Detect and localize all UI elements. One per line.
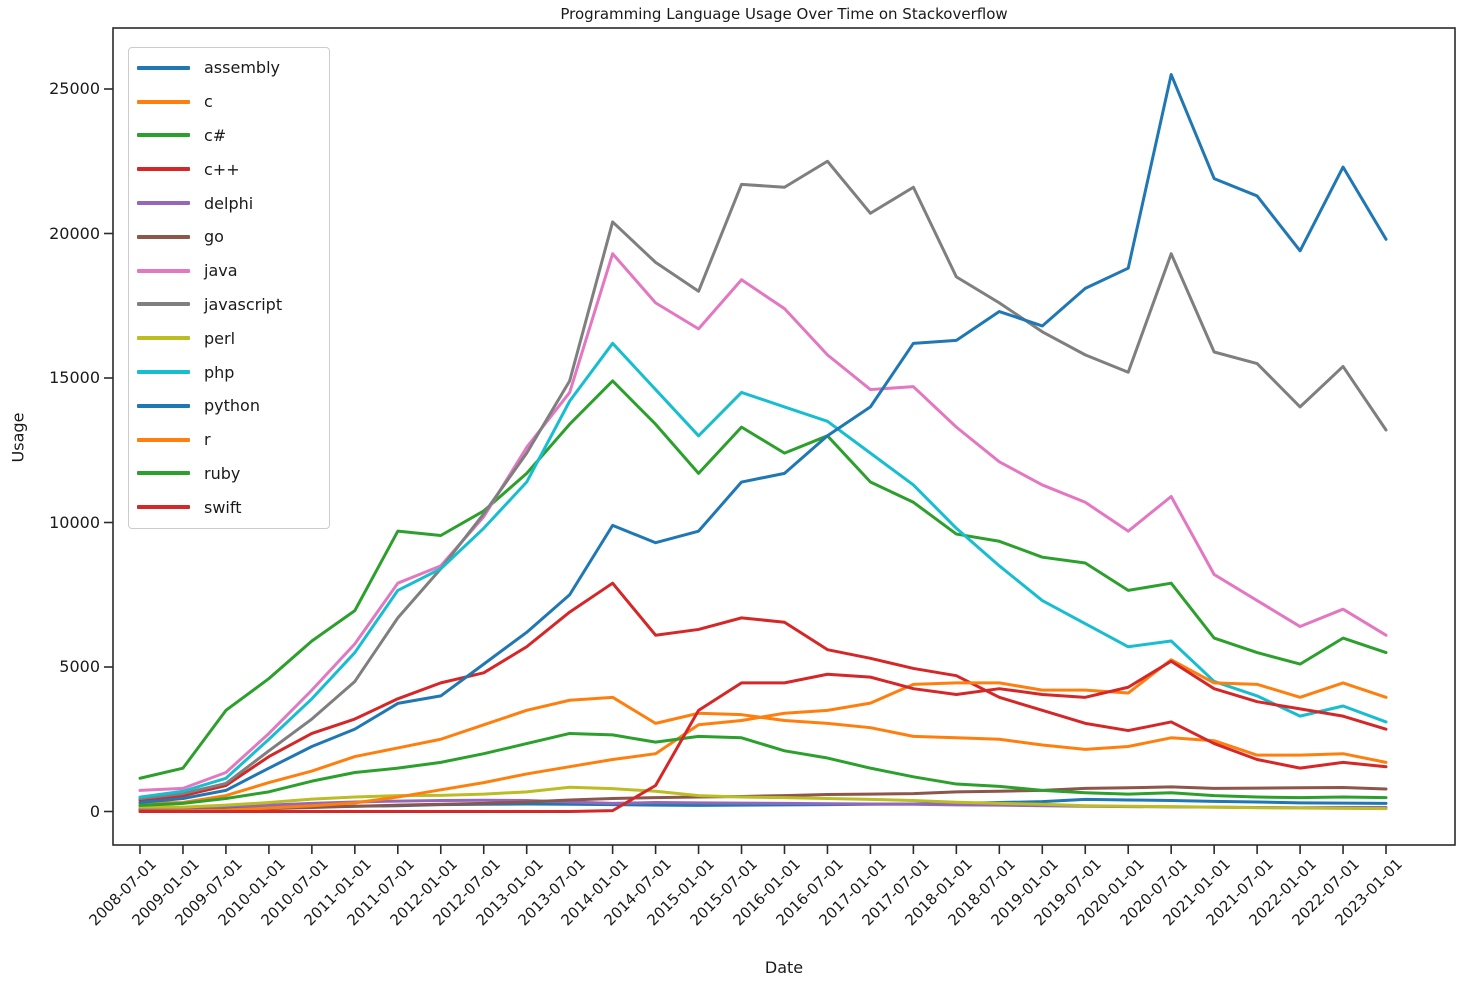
y-tick-label: 20000 [49,223,100,243]
legend-item-ruby: ruby [129,457,329,491]
legend: assembly c c# c++ delphi go java javascript perl… [128,47,330,529]
legend-swatch-icon [137,268,190,273]
y-tick-label: 25000 [49,79,100,98]
y-axis-label: Usage [8,412,28,463]
legend-item-java: java [129,254,329,288]
series-line-swift [138,659,1388,813]
legend-item-python: python [129,389,329,423]
legend-item-c: c [129,85,329,119]
legend-swatch-icon [137,505,190,510]
legend-swatch-icon [137,302,190,307]
legend-swatch-icon [137,167,190,172]
legend-swatch-icon [137,437,190,442]
legend-label: c++ [204,159,240,179]
legend-item-perl: perl [129,321,329,355]
legend-item-delphi: delphi [129,186,329,220]
legend-item-go: go [129,220,329,254]
legend-swatch-icon [137,370,190,375]
legend-item-javascript: javascript [129,288,329,322]
legend-label: c [204,92,213,112]
legend-label: delphi [204,193,254,213]
series-line-java [138,252,1388,792]
series-line-c++ [138,581,1388,802]
legend-label: ruby [204,463,241,483]
y-tick-label: 15000 [49,368,100,387]
x-axis-label: Date [764,958,804,977]
legend-swatch-icon [137,234,190,239]
legend-item-c++: c++ [129,152,329,186]
legend-label: javascript [204,294,283,314]
y-tick-label: 5000 [59,657,100,676]
legend-item-assembly: assembly [129,51,329,85]
series-line-r [138,658,1388,813]
series-line-c# [138,379,1388,780]
legend-item-c#: c# [129,119,329,153]
legend-label: c# [204,125,227,145]
series-line-perl [138,785,1388,811]
legend-swatch-icon [137,133,190,138]
series-line-python [138,73,1388,805]
series-line-php [138,341,1388,799]
legend-swatch-icon [137,201,190,206]
legend-swatch-icon [137,471,190,476]
series-line-ruby [138,731,1388,807]
legend-swatch-icon [137,336,190,341]
legend-swatch-icon [137,403,190,408]
legend-swatch-icon [137,99,190,104]
legend-label: go [204,227,224,247]
legend-item-r: r [129,423,329,457]
legend-label: swift [204,497,242,517]
series-line-javascript [138,159,1388,800]
y-tick-label: 10000 [49,512,100,532]
legend-label: php [204,362,235,382]
legend-item-swift: swift [129,490,329,524]
legend-label: perl [204,328,236,348]
legend-label: python [204,396,260,416]
legend-label: r [204,430,211,450]
legend-swatch-icon [137,65,190,70]
chart-title: Programming Language Usage Over Time on … [560,5,1008,23]
legend-label: assembly [204,58,280,78]
legend-item-php: php [129,355,329,389]
legend-label: java [204,261,238,281]
y-tick-label: 0 [89,801,100,821]
